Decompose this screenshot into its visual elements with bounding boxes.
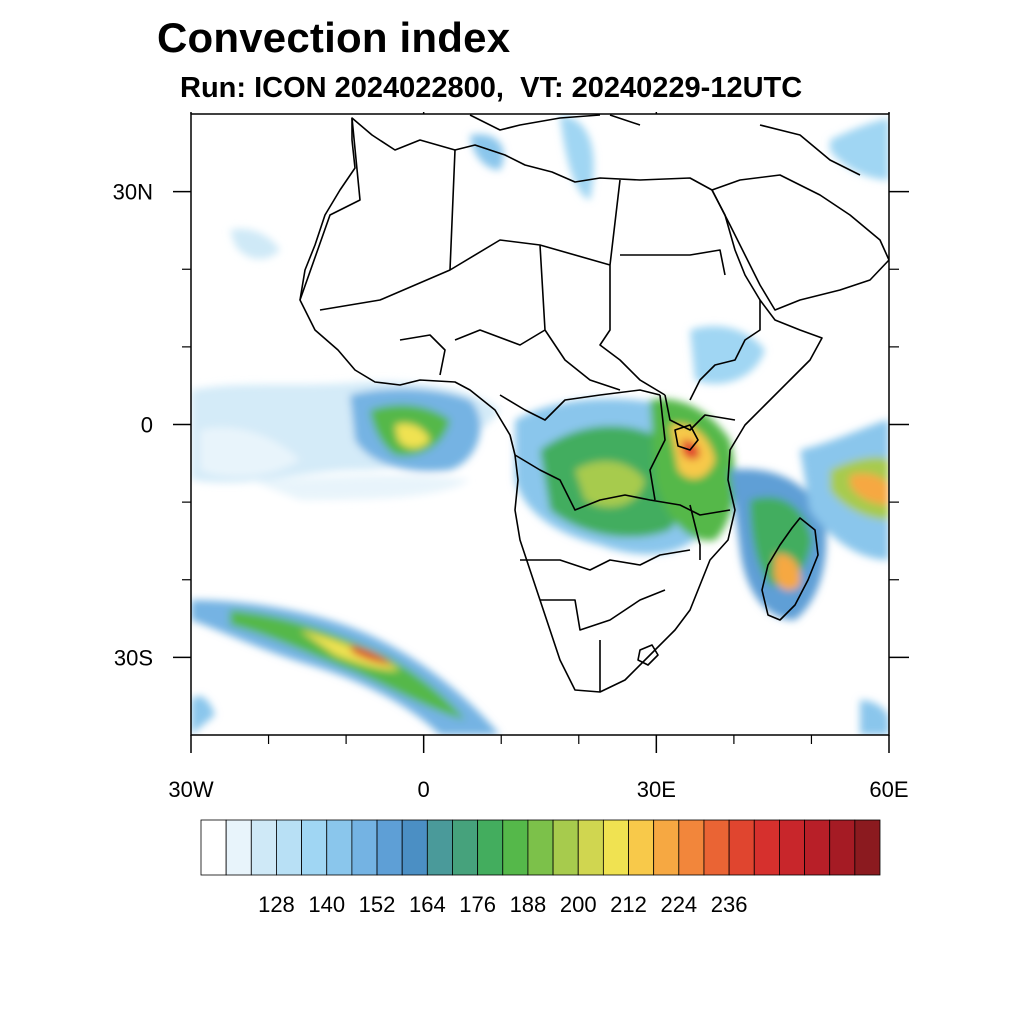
colorbar-swatch xyxy=(779,819,805,876)
colorbar-label: 128 xyxy=(258,892,295,917)
colorbar-swatch xyxy=(477,819,504,876)
colorbar-swatch xyxy=(426,819,453,876)
colorbar-swatch xyxy=(351,819,378,876)
lesotho-border xyxy=(637,644,659,666)
colorbar-swatch xyxy=(804,819,831,876)
colorbar-swatch xyxy=(376,819,403,876)
lake-victoria xyxy=(674,424,699,451)
lat-tick-label: 30N xyxy=(113,180,153,205)
colorbar-swatch xyxy=(276,819,302,876)
lon-tick-label: 60E xyxy=(869,777,908,802)
colorbar-label: 164 xyxy=(409,892,446,917)
colorbar-swatch xyxy=(628,819,655,876)
africa-coastline xyxy=(299,117,823,693)
colorbar-swatch xyxy=(602,819,629,876)
colorbar: 128 140 152 164 176 188 200 212 224 236 xyxy=(200,819,881,917)
colorbar-label: 236 xyxy=(711,892,748,917)
lon-tick-label: 0 xyxy=(418,777,430,802)
colorbar-swatch xyxy=(452,819,479,876)
colorbar-label: 176 xyxy=(459,892,496,917)
lon-tick-label: 30W xyxy=(168,777,213,802)
colorbar-label: 140 xyxy=(308,892,345,917)
chart-title: Convection index xyxy=(157,14,511,61)
colorbar-swatch xyxy=(829,819,856,876)
colorbar-swatch xyxy=(577,819,604,876)
lat-tick-label: 0 xyxy=(141,413,153,438)
lat-tick-label: 30S xyxy=(114,645,153,670)
colorbar-swatch xyxy=(703,819,730,876)
colorbar-swatch xyxy=(728,819,755,876)
colorbar-swatch xyxy=(225,819,252,876)
colorbar-swatch xyxy=(552,819,579,876)
colorbar-label: 152 xyxy=(359,892,396,917)
colorbar-swatch xyxy=(527,819,554,876)
mediterranean-coast xyxy=(469,114,861,176)
colorbar-swatch xyxy=(678,819,705,876)
colorbar-swatch xyxy=(326,819,353,876)
arabia-coastline xyxy=(711,174,889,311)
run-info-subtitle: Run: ICON 2024022800, VT: 20240229-12UTC xyxy=(180,72,803,104)
convection-shading xyxy=(191,115,889,735)
colorbar-label: 200 xyxy=(560,892,597,917)
colorbar-swatch xyxy=(854,819,881,876)
colorbar-swatch xyxy=(250,819,277,876)
colorbar-swatch xyxy=(401,819,428,876)
colorbar-swatch xyxy=(301,819,328,876)
colorbar-swatch xyxy=(753,819,780,876)
colorbar-swatch xyxy=(502,819,529,876)
lon-tick-label: 30E xyxy=(637,777,676,802)
border-lines xyxy=(299,117,761,692)
colorbar-label: 224 xyxy=(660,892,697,917)
map-axes: 30W 0 30E 60E 30N 0 30S xyxy=(113,112,909,802)
colorbar-swatch xyxy=(200,819,227,876)
colorbar-label: 212 xyxy=(610,892,647,917)
colorbar-swatch xyxy=(653,819,680,876)
madagascar-coastline xyxy=(761,517,819,621)
colorbar-label: 188 xyxy=(510,892,547,917)
coastlines-borders xyxy=(299,114,889,693)
